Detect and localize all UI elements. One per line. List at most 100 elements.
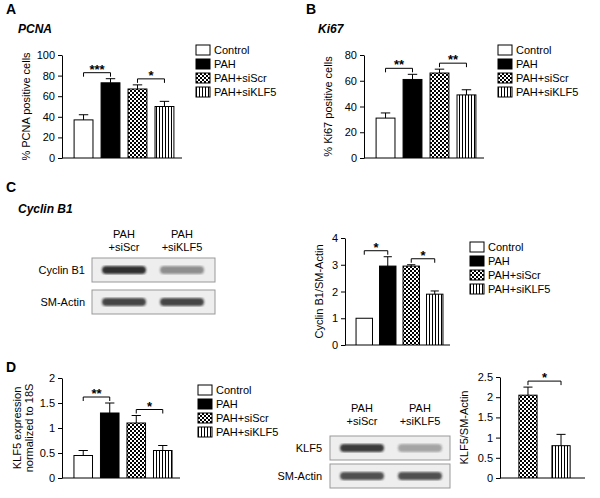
y-tick-label: 40 [345,101,357,113]
plot-marks [356,257,443,345]
row-label: KLF5 [296,442,322,454]
y-tick-mark [360,107,364,108]
blot-band [340,472,384,480]
y-tick-mark [58,428,62,429]
panel-label: B [306,1,316,17]
y-tick-label: 80 [43,70,55,82]
legend: Control PAH PAH+siScr PAH+siKLF5 [196,44,276,98]
y-tick-mark [58,478,62,479]
legend-item: PAH+siKLF5 [470,283,550,295]
error-bar [132,416,141,424]
y-axis-title: KLF5 expression [11,387,23,470]
error-bar [556,434,565,445]
y-tick-mark [341,238,345,239]
error-bar [106,79,115,83]
legend-item: PAH+siKLF5 [196,86,276,98]
legend-label: PAH+siKLF5 [214,86,276,98]
y-tick: 40 [43,111,62,123]
y-tick-label: 1 [49,422,55,434]
y-tick-mark [58,137,62,138]
y-tick: 20 [345,126,364,138]
y-tick-mark [496,397,500,398]
error-bar [158,446,167,451]
legend-swatch [470,242,484,252]
y-axis: 020406080 [345,49,365,164]
y-tick-mark [58,96,62,97]
y-tick: 0 [487,472,500,484]
bar [153,451,172,479]
legend-swatch [196,59,210,69]
y-tick: 1 [332,312,345,324]
chart-title: Cyclin B1 [18,202,73,216]
lane-label: +siKLF5 [162,241,203,253]
significance-label: * [542,370,548,385]
y-tick-mark [360,132,364,133]
legend-swatch [470,270,484,280]
significance-label: ** [394,57,405,72]
y-axis-title: normalized to 18S [23,384,35,473]
legend-item: PAH+siScr [196,72,267,84]
figure: ABCD020406080100****PCNA% PCNA positive … [0,0,600,498]
y-axis: 00.511.52 [40,372,63,484]
y-tick-mark [58,378,62,379]
legend-label: Control [488,241,523,253]
significance-label: * [373,240,379,255]
error-bar [381,113,390,118]
y-axis-line [345,239,346,346]
y-tick-mark [58,76,62,77]
legend-label: PAH+siScr [214,72,267,84]
legend-item: PAH [498,58,538,70]
error-bar [431,291,439,294]
y-tick-label: 40 [43,111,55,123]
y-tick: 1 [487,432,500,444]
legend-label: PAH [516,58,538,70]
y-tick: 0.5 [40,447,62,459]
legend-swatch [470,256,484,266]
significance-label: * [147,399,153,414]
y-tick: 60 [43,90,62,102]
bar [552,446,570,478]
y-tick-mark [58,117,62,118]
y-tick: 80 [43,70,62,82]
bar [427,294,443,345]
chart-1: 020406080****Ki67% Ki67 positive cellsCo… [318,22,578,164]
y-tick-label: 1.5 [478,411,493,423]
y-tick-mark [360,81,364,82]
y-axis: 01234 [332,232,346,351]
y-tick: 0 [332,339,345,351]
legend-swatch [196,45,210,55]
legend-label: PAH+siScr [488,269,541,281]
legend-swatch [196,73,210,83]
lane-label: +siScr [109,241,140,253]
legend-swatch [198,427,212,437]
legend-item: PAH [196,58,236,70]
y-tick: 3 [332,259,345,271]
significance-label: ** [91,386,102,401]
y-axis-line [364,56,365,159]
legend-label: Control [214,44,249,56]
y-tick-mark [496,417,500,418]
legend-label: PAH+siScr [216,412,269,424]
bar [356,318,372,345]
bar [128,89,147,158]
panel-label: A [6,1,16,17]
lane-label: PAH [113,228,135,240]
error-bar [523,387,532,395]
legend-swatch [498,45,512,55]
row-label: SM-Actin [277,470,322,482]
panel-label: D [6,359,16,375]
y-tick: 0 [49,152,62,164]
legend-swatch [198,385,212,395]
y-tick: 100 [37,49,62,61]
bar [403,79,422,158]
y-tick: 2.5 [478,371,500,383]
blot: PAH+siScrPAH+siKLF5KLF5SM-Actin [277,402,450,488]
legend-label: PAH [488,255,510,267]
lane-label: +siScr [347,415,378,427]
legend-item: PAH [198,398,238,410]
y-tick-label: 0 [332,339,338,351]
y-tick-mark [360,55,364,56]
error-bar [384,257,392,266]
bar [403,266,419,345]
y-tick-label: 0 [487,472,493,484]
